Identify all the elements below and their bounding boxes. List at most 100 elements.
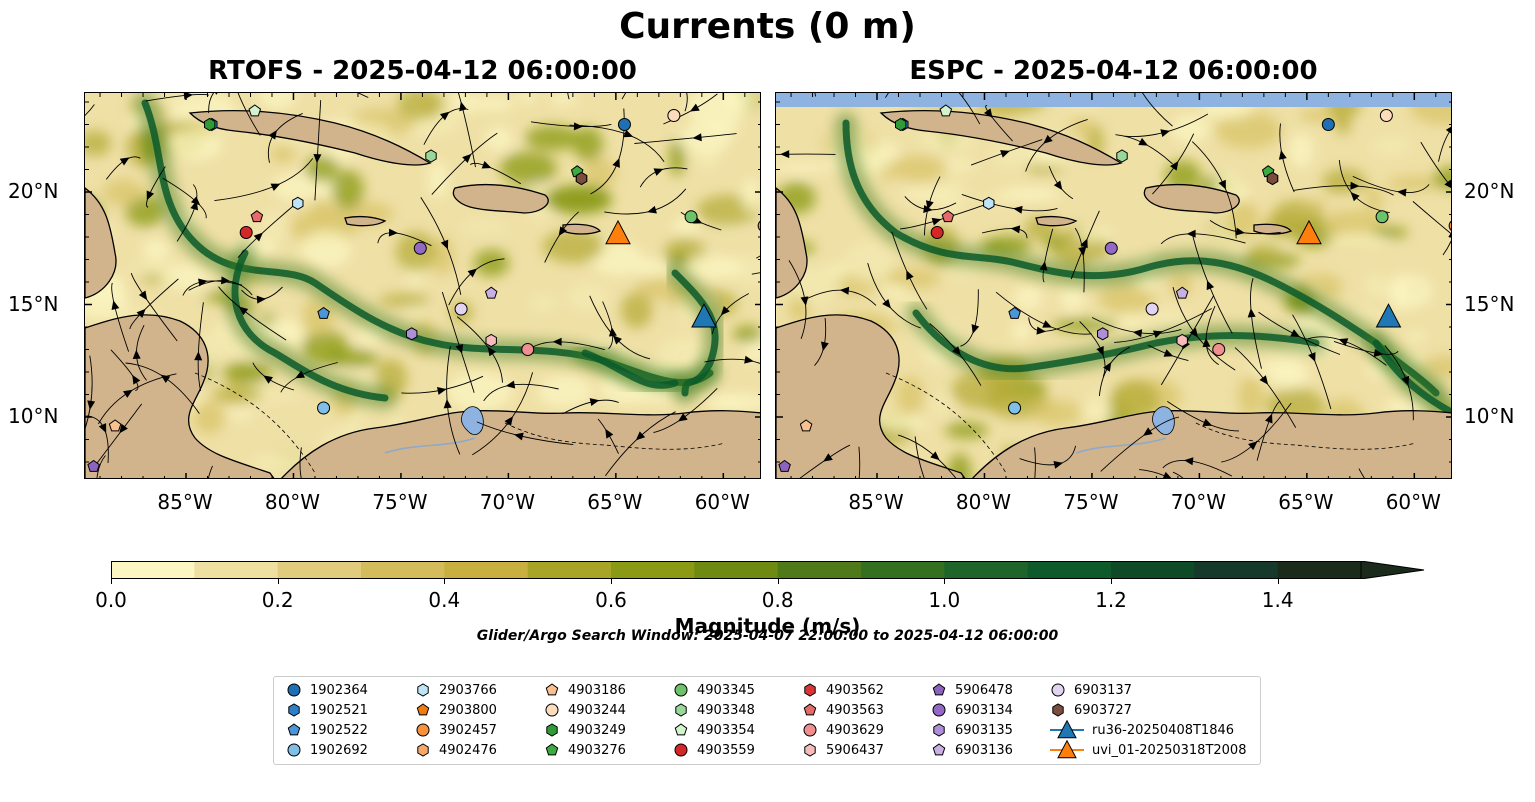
streamline-arrow <box>589 398 600 407</box>
legend-item: 6903137 <box>1050 681 1132 699</box>
legend-label: 2903766 <box>439 682 497 698</box>
legend-item: 4903563 <box>802 701 884 719</box>
legend-marker <box>804 743 816 757</box>
streamline <box>621 93 626 100</box>
marker-1902692 <box>317 401 331 415</box>
streamline-arrow <box>1290 329 1301 338</box>
texture-blob <box>890 155 948 182</box>
legend-item: 5906478 <box>931 681 1013 699</box>
marker-3902457 <box>757 220 760 231</box>
streamline-arrow <box>481 161 492 169</box>
landmass <box>85 187 117 299</box>
streamline <box>751 272 760 275</box>
colorbar-tick <box>777 579 779 584</box>
legend-swatch <box>1050 720 1084 739</box>
legend-swatch <box>674 743 688 757</box>
streamline-arrow <box>436 386 447 395</box>
texture-blob <box>1098 283 1155 315</box>
texture-blob <box>929 394 953 416</box>
x-tick-label: 80°W <box>955 490 1012 514</box>
marker-5906437 <box>1176 333 1188 348</box>
legend-swatch <box>804 683 816 697</box>
rtofs-map-canvas <box>85 93 760 478</box>
streamline-arrow <box>238 306 249 316</box>
streamline-arrow <box>253 232 263 242</box>
marker-6903134 <box>1104 241 1118 255</box>
legend-swatch <box>932 703 946 717</box>
texture-blob <box>566 282 610 312</box>
texture-blob <box>467 96 516 111</box>
river <box>1075 437 1167 454</box>
texture-blob <box>528 294 558 313</box>
texture-blob <box>431 236 454 276</box>
legend-swatch <box>546 723 558 737</box>
marker-6903137 <box>454 302 468 316</box>
streamline-arrow <box>923 205 933 213</box>
y-tick-label-right: 10°N <box>1464 404 1515 428</box>
colorbar-segment <box>111 561 195 579</box>
colorbar-segment <box>444 561 529 579</box>
legend-label: 1902522 <box>310 722 368 738</box>
streamline <box>299 447 302 478</box>
colorbar-tick <box>1277 579 1279 584</box>
texture-blob <box>160 264 211 291</box>
marker-4903629 <box>1212 343 1226 356</box>
legend-swatch <box>932 743 946 756</box>
streamline-arrow <box>692 133 702 142</box>
texture-blob <box>378 293 430 307</box>
colorbar-tick-label: 0.4 <box>428 588 461 612</box>
colorbar-segment <box>527 561 612 579</box>
legend-swatch <box>417 683 429 697</box>
legend-swatch <box>933 723 945 737</box>
streamline-arrow <box>653 168 664 176</box>
streamline-arrow <box>221 276 231 285</box>
colorbar-tick-label: 1.2 <box>1095 588 1127 612</box>
streamline-arrow <box>388 228 398 237</box>
streamline-arrow <box>462 153 472 163</box>
streamline <box>914 436 925 478</box>
streamline-arrow <box>1278 150 1287 160</box>
texture-blob <box>331 169 364 210</box>
streamline-arrow <box>1265 413 1273 424</box>
marker-6903135 <box>406 327 418 341</box>
legend-item: 2903766 <box>415 681 497 699</box>
legend-marker <box>287 683 301 697</box>
legend-item: 4903186 <box>544 681 626 699</box>
legend-label: 1902364 <box>310 682 368 698</box>
land <box>85 110 760 478</box>
colorbar-tick-label: 0.0 <box>95 588 127 612</box>
texture-blob <box>879 284 909 297</box>
legend-marker <box>674 743 688 757</box>
current-band <box>671 269 719 397</box>
streamline-arrow <box>459 101 467 112</box>
texture-blob <box>397 93 443 121</box>
legend-swatch <box>1051 683 1065 697</box>
texture-blob <box>1364 272 1384 299</box>
streamline-arrow <box>605 428 614 439</box>
texture-blob <box>542 229 604 264</box>
colorbar-outline <box>111 561 1362 579</box>
streamline-arrow <box>1153 330 1163 339</box>
colorbar-segment <box>777 561 862 579</box>
marker-6903727 <box>1266 171 1279 186</box>
texture-blob <box>211 386 264 404</box>
streamline-arrow <box>455 343 464 354</box>
espc-map <box>775 92 1452 479</box>
texture-blob <box>1392 275 1409 312</box>
texture-blob <box>732 325 760 343</box>
streamline-arrow <box>1170 160 1179 171</box>
colorbar-extend-arrow <box>1360 561 1425 579</box>
streamline-arrow <box>1142 427 1153 436</box>
streamline-arrow <box>744 355 754 364</box>
streamline-arrow <box>1308 352 1316 362</box>
texture-blob <box>537 375 592 408</box>
streamline-arrow <box>1401 375 1410 386</box>
colorbar-segment <box>1277 561 1362 579</box>
current-band <box>231 249 389 402</box>
marker-4903244 <box>667 109 681 122</box>
current-field <box>776 93 1451 478</box>
texture-blob <box>164 128 223 161</box>
x-tick-label: 65°W <box>587 490 643 514</box>
landmass <box>281 409 760 478</box>
x-tick-label: 85°W <box>848 490 904 514</box>
